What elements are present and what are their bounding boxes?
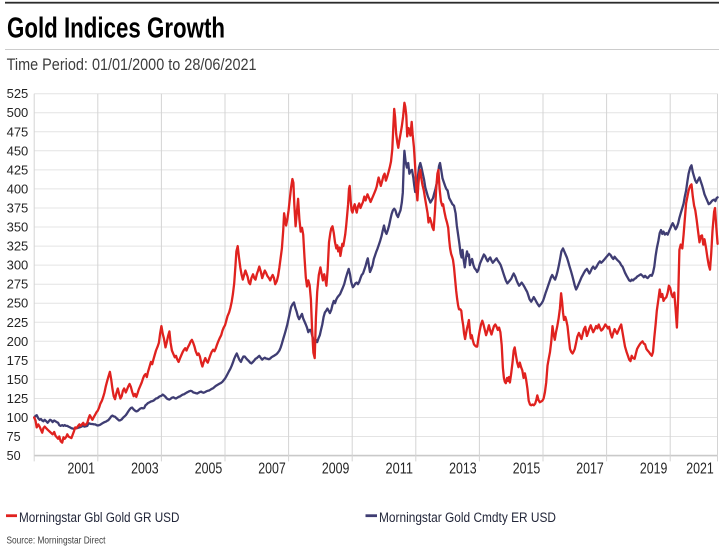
svg-text:2003: 2003	[131, 460, 159, 477]
svg-text:2013: 2013	[449, 460, 477, 477]
svg-text:75: 75	[7, 429, 21, 444]
svg-text:200: 200	[7, 334, 29, 349]
svg-text:2021: 2021	[686, 460, 714, 477]
svg-text:2015: 2015	[513, 460, 541, 477]
svg-text:475: 475	[7, 124, 29, 139]
svg-text:Source: Morningstar Direct: Source: Morningstar Direct	[7, 536, 106, 547]
svg-text:175: 175	[7, 353, 29, 368]
svg-text:250: 250	[7, 296, 29, 311]
svg-text:125: 125	[7, 391, 29, 406]
svg-text:425: 425	[7, 162, 29, 177]
svg-text:450: 450	[7, 143, 29, 158]
svg-text:2017: 2017	[576, 460, 604, 477]
svg-text:Time Period: 01/01/2000 to 28/: Time Period: 01/01/2000 to 28/06/2021	[7, 56, 257, 74]
svg-text:500: 500	[7, 105, 29, 120]
svg-text:2001: 2001	[68, 460, 96, 477]
svg-text:400: 400	[7, 181, 29, 196]
svg-text:525: 525	[7, 86, 29, 101]
svg-text:225: 225	[7, 315, 29, 330]
svg-text:300: 300	[7, 258, 29, 273]
svg-text:2005: 2005	[195, 460, 223, 477]
svg-text:325: 325	[7, 239, 29, 254]
svg-text:150: 150	[7, 372, 29, 387]
svg-text:2009: 2009	[322, 460, 350, 477]
svg-text:Morningstar Gbl Gold GR USD: Morningstar Gbl Gold GR USD	[19, 510, 180, 525]
svg-text:2019: 2019	[640, 460, 668, 477]
svg-text:275: 275	[7, 277, 29, 292]
svg-text:2011: 2011	[386, 460, 414, 477]
svg-text:100: 100	[7, 410, 29, 425]
svg-text:Gold Indices Growth: Gold Indices Growth	[7, 13, 225, 45]
svg-text:375: 375	[7, 201, 29, 216]
svg-text:2007: 2007	[258, 460, 286, 477]
svg-text:50: 50	[7, 448, 21, 463]
svg-text:350: 350	[7, 220, 29, 235]
svg-text:Morningstar Gold Cmdty ER USD: Morningstar Gold Cmdty ER USD	[379, 510, 556, 525]
